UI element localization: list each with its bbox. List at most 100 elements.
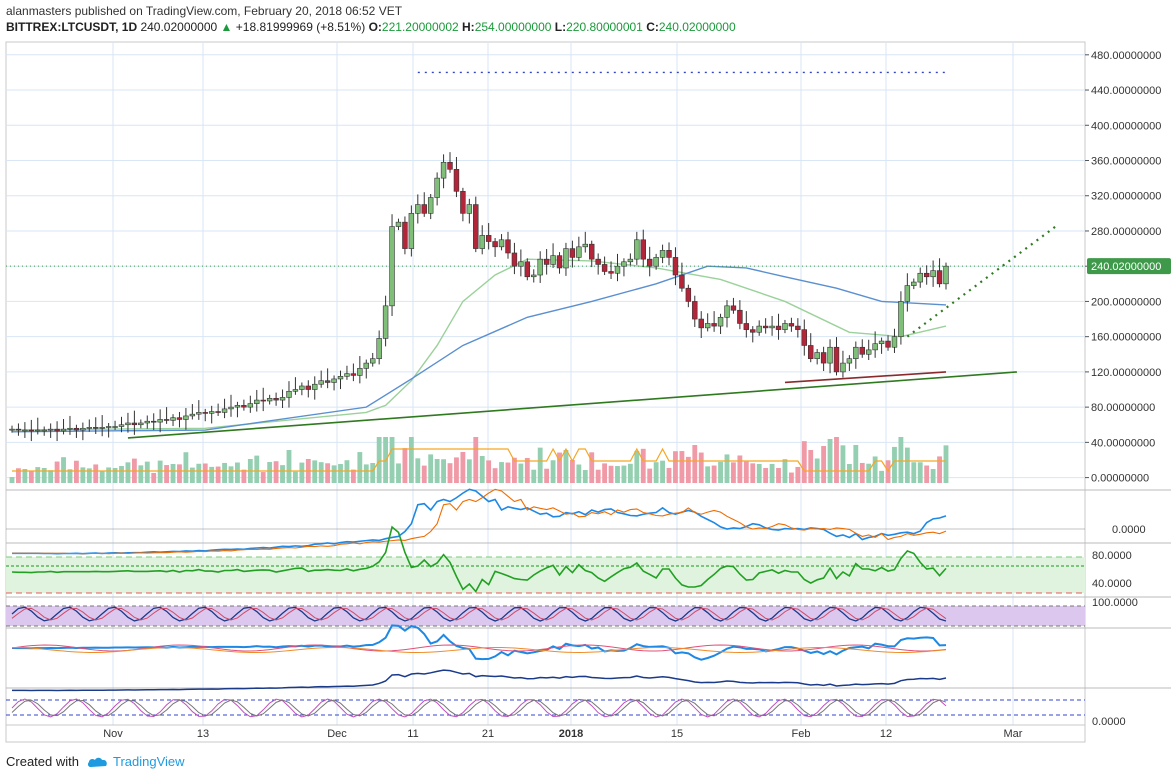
- candle-body: [434, 177, 440, 198]
- open-label: O:: [368, 20, 382, 34]
- volume-bar: [795, 466, 801, 483]
- volume-bar: [318, 462, 324, 483]
- chart-header: alanmasters published on TradingView.com…: [6, 3, 736, 35]
- volume-bar: [879, 470, 885, 483]
- candle-body: [15, 428, 22, 431]
- volume-bar: [788, 472, 794, 483]
- x-tick-label: 11: [407, 728, 418, 740]
- volume-bar: [35, 467, 41, 483]
- ma-blue-line: [11, 265, 947, 433]
- publish-info: published on TradingView.com, February 2…: [71, 4, 403, 18]
- volume-bar: [763, 467, 769, 483]
- candle-body: [627, 258, 634, 263]
- candle-body: [865, 349, 872, 355]
- volume-bar: [460, 452, 466, 483]
- y-tick-label: 400.00000000: [1091, 120, 1161, 132]
- created-with-label: Created with: [6, 754, 79, 769]
- close-label: C:: [646, 20, 659, 34]
- volume-bar: [28, 471, 34, 483]
- candle-body: [743, 323, 750, 330]
- candle-body: [537, 258, 543, 276]
- candle-body: [131, 422, 138, 426]
- candle-body: [241, 405, 247, 408]
- volume-bar: [434, 459, 440, 483]
- candle-body: [196, 412, 202, 415]
- candle-body: [80, 427, 86, 431]
- macd-line: [12, 488, 947, 555]
- candle-body: [376, 338, 382, 359]
- tradingview-logo[interactable]: TradingView: [87, 754, 185, 769]
- candle-body: [943, 265, 949, 285]
- volume-bar: [125, 462, 131, 483]
- volume-bar: [215, 466, 221, 483]
- candle-body: [563, 248, 569, 269]
- volume-bar: [937, 456, 942, 483]
- volume-bar: [846, 464, 852, 483]
- author-link[interactable]: alanmasters: [6, 4, 72, 18]
- candle-body: [183, 415, 189, 420]
- candle-body: [692, 301, 698, 320]
- candle-body: [724, 305, 730, 318]
- volume-bar: [621, 465, 627, 483]
- time-axis[interactable]: Nov 13 Dec 11 21 2018 15 Feb 12 Mar: [6, 724, 1085, 740]
- price-chart[interactable]: 0.0000 80.0000 40.0000 100.0000 0.0000 480.0…: [0, 40, 1171, 750]
- volume-bar: [228, 466, 234, 483]
- y-tick-label: 40.00000000: [1091, 437, 1155, 449]
- candle-body: [820, 352, 827, 364]
- volume-bar: [892, 446, 897, 483]
- candle-body: [473, 204, 479, 249]
- volume-bar: [679, 451, 685, 483]
- candle-body: [247, 403, 254, 408]
- volume-bar: [724, 454, 730, 483]
- support-band-line: [784, 371, 947, 384]
- volume-bar: [866, 463, 872, 483]
- candle-body: [833, 346, 840, 373]
- candle-body: [737, 309, 743, 324]
- candle-body: [640, 239, 646, 260]
- volume-bar: [267, 462, 273, 483]
- volume-bar: [731, 462, 736, 483]
- volume-bar: [782, 459, 788, 483]
- volume-bar: [653, 462, 659, 483]
- y-tick-label: 80.00000000: [1091, 402, 1155, 414]
- volume-bar: [331, 465, 337, 483]
- volume-bar: [705, 466, 711, 483]
- candle-body: [685, 287, 692, 302]
- volume-bar: [518, 463, 524, 483]
- candle-body: [479, 235, 485, 249]
- last-price: 240.02000000: [140, 20, 218, 34]
- indicator-panes: 0.0000 80.0000 40.0000 100.0000 0.0000: [6, 488, 1146, 728]
- volume-bar: [492, 468, 498, 483]
- open-value: 221.20000002: [381, 20, 459, 34]
- volume-bar: [454, 457, 459, 483]
- y-tick-label: 480.00000000: [1091, 50, 1161, 62]
- volume-bar: [22, 469, 28, 483]
- volume-bar: [99, 471, 105, 483]
- candle-body: [756, 325, 762, 333]
- candle-body: [9, 428, 15, 431]
- candle-body: [221, 408, 228, 413]
- candle-body: [485, 235, 492, 242]
- candle-body: [923, 272, 930, 278]
- candle-body: [86, 427, 93, 429]
- candle-body: [453, 169, 460, 192]
- volume-bar: [428, 454, 434, 483]
- y-tick-label: 200.00000000: [1091, 296, 1161, 308]
- volume-bar: [512, 457, 517, 483]
- candle-body: [305, 385, 312, 390]
- candle-body: [788, 323, 795, 327]
- candle-body: [370, 358, 376, 364]
- volume-bar: [286, 450, 292, 483]
- volume-bar: [524, 457, 530, 483]
- x-tick-label: Mar: [1004, 728, 1023, 740]
- candle-body: [415, 204, 421, 214]
- volume-bar: [338, 464, 343, 483]
- ma-green-line: [11, 258, 947, 431]
- candle-body: [67, 427, 73, 430]
- volume-bar: [61, 457, 66, 483]
- candle-body: [189, 413, 196, 417]
- candle-body: [318, 380, 324, 385]
- candle-body: [112, 426, 118, 428]
- dmi-minus-line: [11, 647, 947, 653]
- volume-bar: [550, 460, 556, 483]
